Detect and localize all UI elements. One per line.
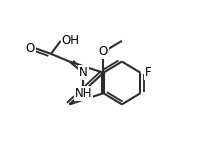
Text: N: N: [79, 66, 88, 79]
Text: OH: OH: [62, 34, 80, 47]
Text: NH: NH: [74, 87, 92, 100]
Text: O: O: [99, 45, 108, 58]
Text: F: F: [145, 66, 152, 79]
Text: O: O: [26, 42, 35, 55]
